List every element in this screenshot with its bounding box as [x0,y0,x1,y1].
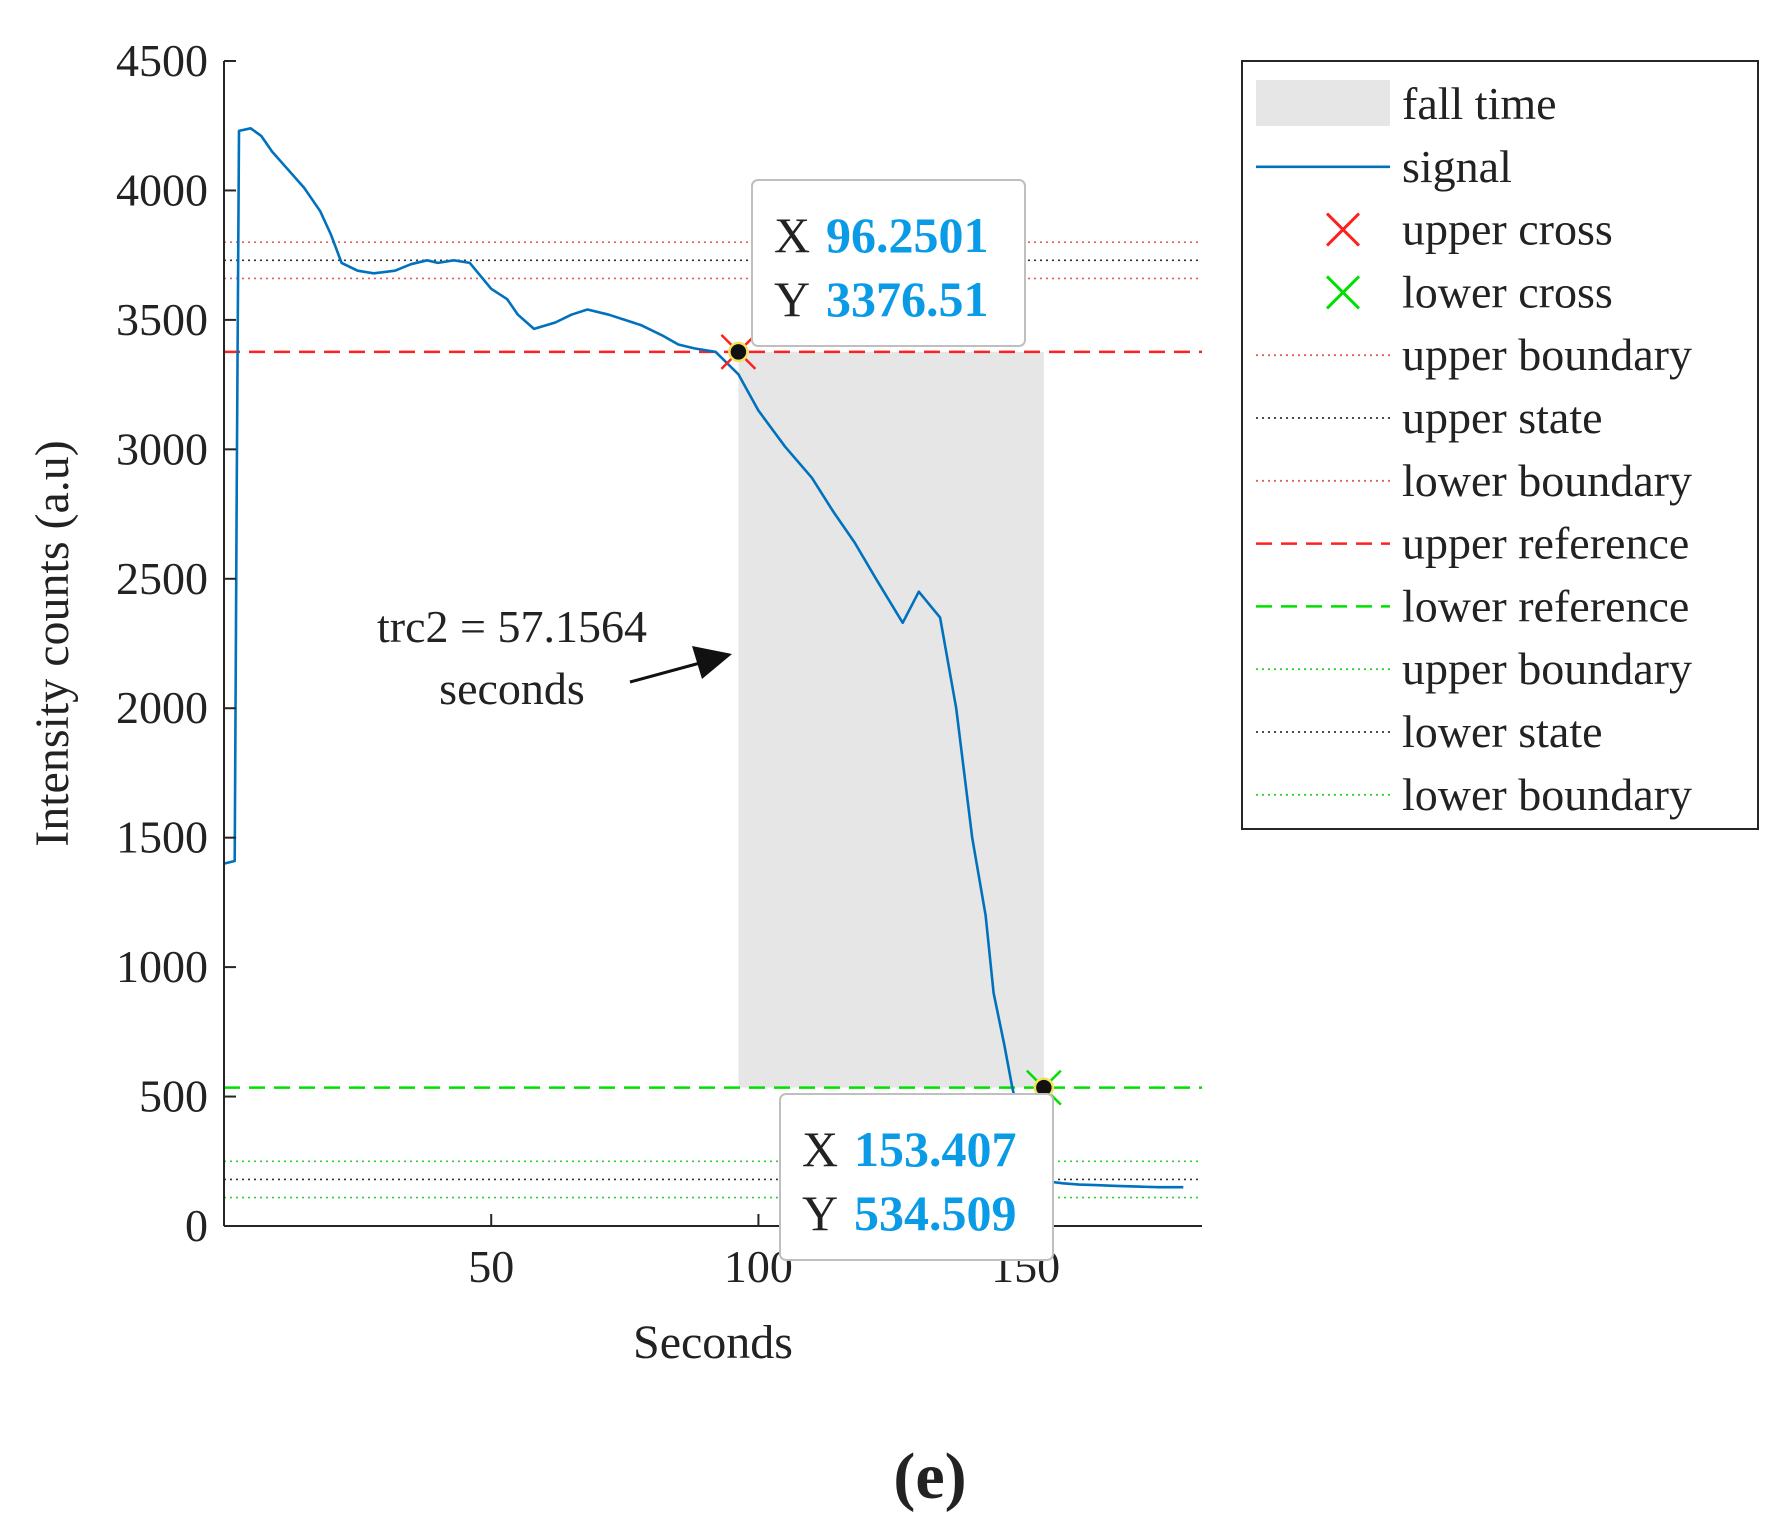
legend-label: upper boundary [1402,329,1692,380]
y-tick-label: 1000 [116,941,208,992]
y-tick-label: 2000 [116,682,208,733]
legend-label: upper state [1402,392,1603,443]
x-tick-label: 50 [468,1241,514,1292]
legend-item-upper-reference: upper reference [1256,518,1689,569]
legend-label: upper boundary [1402,643,1692,694]
datatip-x-value: 153.407 [854,1121,1017,1177]
crossing-markers-layer [720,333,1062,1106]
datatip-anchor-point [728,341,749,363]
legend-item-lower-reference: lower reference [1256,580,1689,631]
y-tick-label: 4000 [116,164,208,215]
legend-label: fall time [1402,78,1557,129]
datatip-x-value: 96.2501 [826,207,989,263]
legend-swatch-cross [1325,275,1361,310]
datatip-box [751,179,1026,347]
y-axis-title: Intensity counts (a.u) [26,440,79,847]
y-tick-label: 3500 [116,294,208,345]
legend-swatch-cross [1325,212,1361,247]
legend-label: upper cross [1402,204,1613,255]
legend-label: lower cross [1402,266,1613,317]
legend-swatch-fall-time [1256,80,1390,126]
datatip-x-label: X [774,207,810,263]
x-axis-title: Seconds [633,1316,793,1369]
reference-lines-layer [224,241,1202,1199]
fall-time-region [738,351,1044,1088]
datatip-box [779,1093,1054,1261]
legend-item-lower-state: lower state [1256,706,1603,757]
legend-item-upper-boundary-hi: upper boundary [1256,329,1692,380]
legend-item-upper-boundary-lo: upper boundary [1256,643,1692,694]
datatip: X 153.407 Y 534.509 [779,1093,1054,1261]
datatips-layer: X 96.2501 Y 3376.51 X 153.407 Y 534.509 [751,179,1054,1261]
legend: fall time signal upper cross lower cross upp… [1241,60,1759,830]
fall-time-region-layer [738,351,1044,1088]
legend-item-lower-boundary-hi: lower boundary [1256,455,1692,506]
annotation-unit: seconds [439,663,585,714]
legend-item-upper-state: upper state [1256,392,1603,443]
y-tick-label: 0 [185,1200,208,1251]
annotation-arrow-head [692,646,732,679]
legend-item-lower-boundary-lo: lower boundary [1256,769,1692,820]
legend-label: lower boundary [1402,769,1692,820]
y-tick-label: 500 [139,1071,208,1122]
datatip-y-value: 534.509 [854,1185,1017,1241]
y-tick-label: 4500 [116,35,208,86]
datatip-y-label: Y [774,271,810,327]
y-tick-label: 1500 [116,812,208,863]
datatip: X 96.2501 Y 3376.51 [751,179,1026,347]
legend-item-upper-cross: upper cross [1325,204,1613,255]
datatip-x-label: X [802,1121,838,1177]
legend-label: lower boundary [1402,455,1692,506]
legend-label: upper reference [1402,518,1689,569]
legend-item-signal: signal [1256,141,1512,192]
legend-item-lower-cross: lower cross [1325,266,1613,317]
y-tick-label: 2500 [116,553,208,604]
legend-label: signal [1402,141,1512,192]
legend-item-fall-time: fall time [1256,78,1557,129]
annotation-layer: trc2 = 57.1564 seconds [377,601,732,714]
datatip-y-value: 3376.51 [826,271,989,327]
datatip-y-label: Y [802,1185,838,1241]
legend-label: lower state [1402,706,1603,757]
legend-label: lower reference [1402,580,1689,631]
legend-box [1241,60,1759,830]
annotation-value: trc2 = 57.1564 [377,601,647,652]
y-tick-label: 3000 [116,423,208,474]
annotation-arrow-shaft [629,661,701,684]
panel-label: (e) [893,1440,966,1513]
